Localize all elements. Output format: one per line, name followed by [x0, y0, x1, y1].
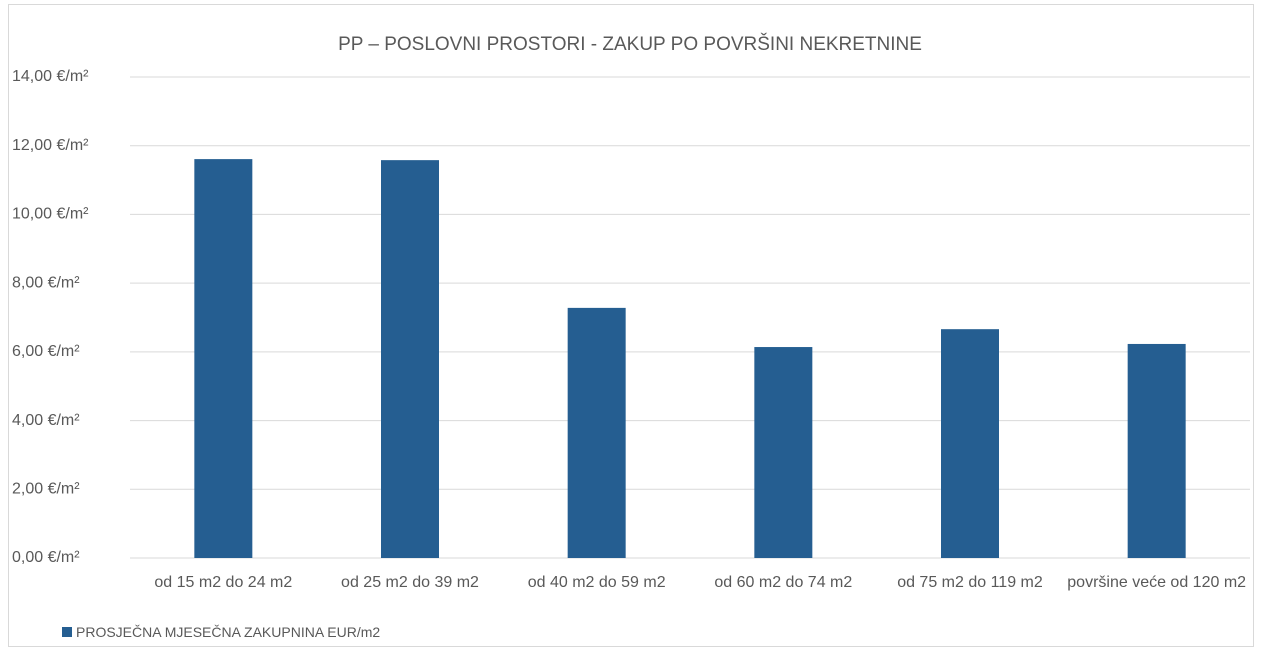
chart-title: PP – POSLOVNI PROSTORI - ZAKUP PO POVRŠI… [338, 33, 922, 55]
x-tick-label: površine veće od 120 m2 [1067, 574, 1247, 591]
x-tick-label: od 75 m2 do 119 m2 [897, 574, 1043, 591]
y-tick-label: 2,00 €/m² [12, 481, 80, 498]
y-tick-label: 12,00 €/m² [12, 137, 89, 154]
y-tick-label: 10,00 €/m² [12, 206, 89, 223]
legend-label: PROSJEČNA MJESEČNA ZAKUPNINA EUR/m2 [76, 624, 381, 640]
y-tick-label: 8,00 €/m² [12, 274, 80, 291]
x-tick-label: od 15 m2 do 24 m2 [154, 574, 293, 591]
bar [754, 347, 813, 558]
bar [567, 307, 626, 558]
legend-swatch [62, 627, 72, 637]
x-tick-label: od 25 m2 do 39 m2 [341, 574, 479, 591]
y-tick-label: 0,00 €/m² [12, 549, 80, 566]
y-tick-label: 6,00 €/m² [12, 343, 80, 360]
bar [1127, 343, 1186, 558]
x-tick-label: od 40 m2 do 59 m2 [527, 574, 666, 591]
y-tick-label: 4,00 €/m² [12, 412, 80, 429]
bar [941, 329, 999, 558]
bar [381, 160, 439, 558]
legend: PROSJEČNA MJESEČNA ZAKUPNINA EUR/m2 [62, 624, 380, 640]
bar [194, 159, 253, 558]
y-tick-label: 14,00 €/m² [12, 68, 89, 85]
x-tick-label: od 60 m2 do 74 m2 [714, 574, 853, 591]
